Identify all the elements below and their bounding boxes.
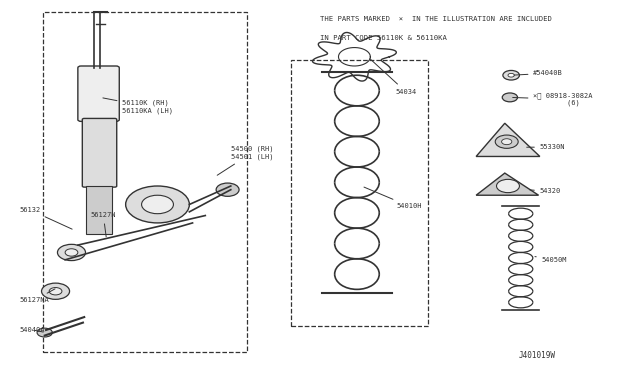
FancyBboxPatch shape xyxy=(83,118,116,187)
Circle shape xyxy=(58,244,86,260)
Circle shape xyxy=(216,183,239,196)
Circle shape xyxy=(65,249,78,256)
Circle shape xyxy=(125,186,189,223)
Polygon shape xyxy=(476,173,539,195)
Polygon shape xyxy=(476,123,540,157)
Text: 54500 (RH)
54501 (LH): 54500 (RH) 54501 (LH) xyxy=(217,146,273,175)
FancyBboxPatch shape xyxy=(78,66,119,121)
Text: 56132: 56132 xyxy=(19,207,72,229)
Text: 55330N: 55330N xyxy=(527,144,565,150)
Text: ×Ⓝ 08918-3082A
        (6): ×Ⓝ 08918-3082A (6) xyxy=(513,92,593,106)
Bar xyxy=(291,61,428,326)
Circle shape xyxy=(497,179,520,193)
Circle shape xyxy=(508,73,515,77)
Circle shape xyxy=(503,70,520,80)
Circle shape xyxy=(42,283,70,299)
Text: #54040B: #54040B xyxy=(514,70,563,76)
Circle shape xyxy=(141,195,173,214)
Text: 54034: 54034 xyxy=(370,59,417,95)
Circle shape xyxy=(37,328,52,337)
Text: J401019W: J401019W xyxy=(519,350,556,359)
Text: 54050M: 54050M xyxy=(535,257,567,263)
Text: 56110K (RH)
56110KA (LH): 56110K (RH) 56110KA (LH) xyxy=(103,98,173,114)
Text: 54010H: 54010H xyxy=(364,187,422,209)
Circle shape xyxy=(502,93,518,102)
Circle shape xyxy=(502,139,512,145)
Text: 56127N: 56127N xyxy=(91,212,116,237)
Bar xyxy=(43,13,246,352)
Circle shape xyxy=(495,135,518,148)
Text: 54320: 54320 xyxy=(530,188,561,195)
Text: 56127NA: 56127NA xyxy=(19,289,55,303)
Bar xyxy=(86,186,111,234)
Text: IN PART CODE 56110K & 56110KA: IN PART CODE 56110K & 56110KA xyxy=(320,35,447,41)
Circle shape xyxy=(49,288,62,295)
Text: 54040A: 54040A xyxy=(19,327,45,333)
Text: THE PARTS MARKED  ×  IN THE ILLUSTRATION ARE INCLUDED: THE PARTS MARKED × IN THE ILLUSTRATION A… xyxy=(320,16,552,22)
